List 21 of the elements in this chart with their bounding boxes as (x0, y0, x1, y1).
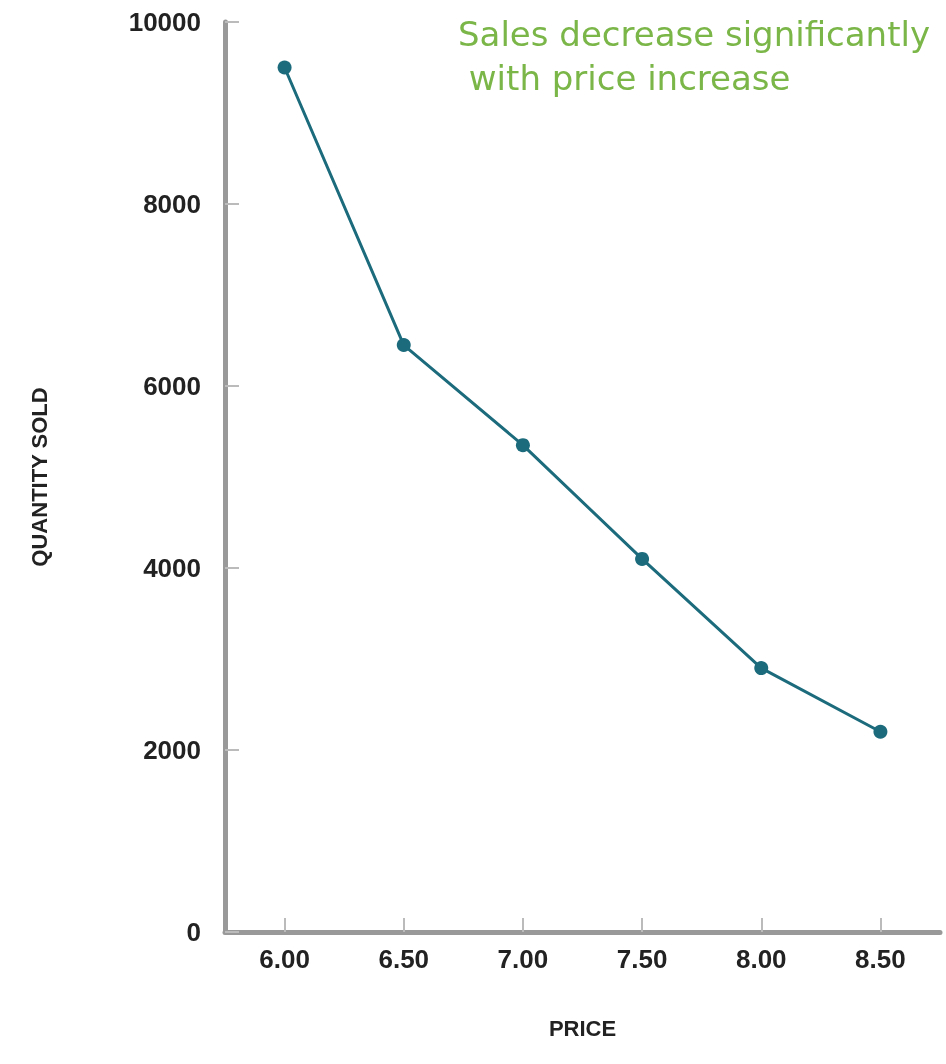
point (277, 60, 292, 75)
point (396, 338, 411, 353)
y-tick-label: 8000 (143, 189, 201, 219)
y-tick-label: 10000 (128, 7, 201, 37)
point (754, 661, 769, 676)
x-axis-title: PRICE (548, 1015, 617, 1041)
y-tick-label: 2000 (143, 735, 201, 765)
x-tick-label: 7.50 (616, 944, 668, 974)
y-tick-label: 0 (186, 917, 201, 947)
annotation: Sales decrease significantly with price increase (458, 14, 931, 98)
y-axis-title: QUANTITY SOLD (26, 387, 52, 567)
x-tick-label: 6.50 (378, 944, 430, 974)
point (635, 551, 650, 566)
x-tick-label: 8.50 (855, 944, 906, 974)
x-tick-label: 7.00 (497, 944, 549, 974)
point (515, 438, 530, 453)
x-tick-label: 8.00 (735, 944, 787, 974)
x-tick-label: 6.00 (259, 944, 310, 974)
y-tick-label: 6000 (143, 371, 201, 401)
y-tick-label: 4000 (143, 553, 201, 583)
point (873, 724, 888, 739)
